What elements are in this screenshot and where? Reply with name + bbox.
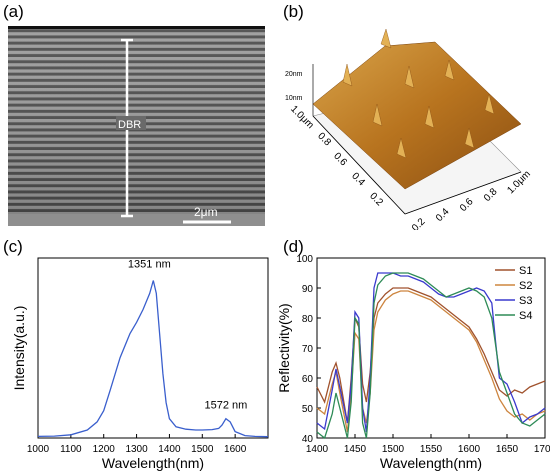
x-tick-label: 1500 [382, 444, 405, 455]
y-tick-label: 50 [302, 404, 314, 415]
y-tick-label: 90 [302, 284, 314, 295]
afm-left-tick-2: 0.6 [331, 151, 349, 169]
sem-image: DBR 2μm [8, 26, 265, 226]
x-axis-label: Wavelength(nm) [102, 455, 204, 471]
z-tick-20nm: 20nm [285, 71, 303, 78]
x-tick-label: 1600 [224, 444, 247, 455]
panel-label-d: (d) [283, 237, 304, 256]
afm-right-tick-3: 0.8 [482, 186, 500, 204]
series-line-s4 [316, 272, 546, 440]
plot-frame [37, 257, 269, 439]
afm-right-tick-2: 0.6 [458, 196, 476, 214]
x-tick-label: 1650 [496, 444, 519, 455]
x-tick-label: 1400 [158, 444, 181, 455]
z-tick-10nm: 10nm [285, 95, 303, 102]
y-tick-label: 70 [302, 344, 314, 355]
peak-annotation: 1572 nm [205, 400, 248, 412]
pl-spectrum-chart: 1000 1100 1200 1300 1400 1500 1600 1351 nm 1572… [11, 257, 269, 471]
afm-surface-plot: 20nm 10nm 1.0μm 0.8 0.6 0.4 0.2 0.2 0.4 … [285, 28, 533, 230]
afm-right-tick-0: 0.2 [410, 216, 428, 230]
y-axis-label: Intensity(a.u.) [11, 306, 27, 391]
afm-left-tick-0: 1.0μm [288, 104, 316, 132]
x-tick-label: 1200 [93, 444, 116, 455]
x-tick-label: 1300 [125, 444, 148, 455]
afm-left-tick-4: 0.2 [367, 191, 385, 209]
panel-label-a: (a) [3, 2, 24, 21]
x-tick-label: 1100 [60, 444, 82, 455]
x-tick-label: 1400 [306, 444, 329, 455]
series-line-s3 [316, 272, 546, 433]
pl-series-line [37, 280, 269, 438]
y-tick-label: 60 [302, 374, 314, 385]
legend-label-s1: S1 [519, 265, 532, 277]
x-tick-label: 1500 [191, 444, 214, 455]
x-tick-label: 1600 [458, 444, 481, 455]
legend-label-s3: S3 [519, 295, 532, 307]
y-tick-label: 100 [296, 254, 313, 265]
panel-label-c: (c) [3, 237, 23, 256]
afm-right-tick-1: 0.4 [434, 206, 452, 224]
x-tick-label: 1450 [344, 444, 367, 455]
scale-bar-label: 2μm [194, 205, 218, 219]
peak-annotation: 1351 nm [128, 258, 171, 270]
x-tick-label: 1000 [27, 444, 50, 455]
y-tick-label: 40 [302, 434, 314, 445]
legend-label-s2: S2 [519, 280, 532, 292]
afm-left-tick-3: 0.4 [349, 171, 367, 189]
legend-label-s4: S4 [519, 310, 532, 322]
series-line-s2 [316, 290, 546, 433]
panel-label-b: (b) [283, 2, 304, 21]
y-tick-label: 80 [302, 314, 314, 325]
dbr-label: DBR [118, 119, 141, 131]
x-tick-label: 1550 [420, 444, 443, 455]
y-axis-label: Reflectivity(%) [276, 303, 292, 392]
x-axis-label: Wavelength(nm) [380, 455, 482, 471]
reflectivity-chart: 1400 1450 1500 1550 1600 1650 1700 40 50 60 70 80 90… [276, 254, 550, 471]
x-tick-label: 1700 [534, 444, 550, 455]
